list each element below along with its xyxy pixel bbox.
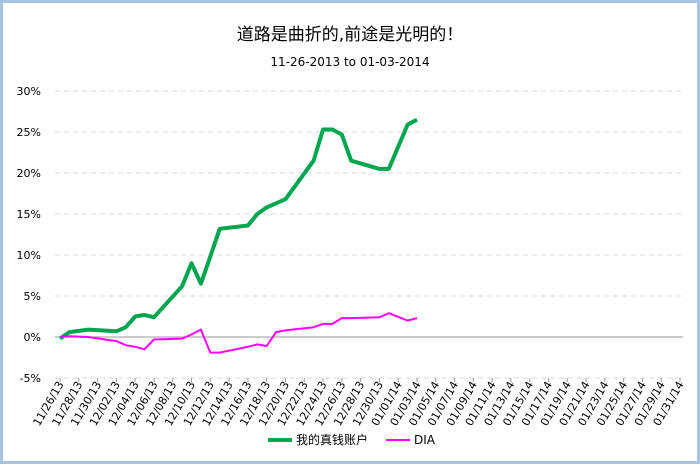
chart-title: 道路是曲折的,前途是光明的！ bbox=[237, 25, 463, 45]
y-tick-label: 30% bbox=[17, 85, 41, 98]
y-tick-label: 15% bbox=[17, 208, 41, 221]
legend-label: DIA bbox=[414, 433, 436, 447]
y-tick-label: -5% bbox=[20, 372, 41, 385]
chart-subtitle: 11-26-2013 to 01-03-2014 bbox=[270, 55, 429, 69]
y-tick-label: 0% bbox=[24, 331, 41, 344]
y-tick-label: 25% bbox=[17, 126, 41, 139]
y-tick-label: 5% bbox=[24, 290, 41, 303]
y-tick-label: 10% bbox=[17, 249, 41, 262]
legend-label: 我的真钱账户 bbox=[296, 432, 368, 447]
series-line bbox=[58, 117, 418, 341]
series-line bbox=[59, 312, 418, 354]
y-tick-label: 20% bbox=[17, 167, 41, 180]
